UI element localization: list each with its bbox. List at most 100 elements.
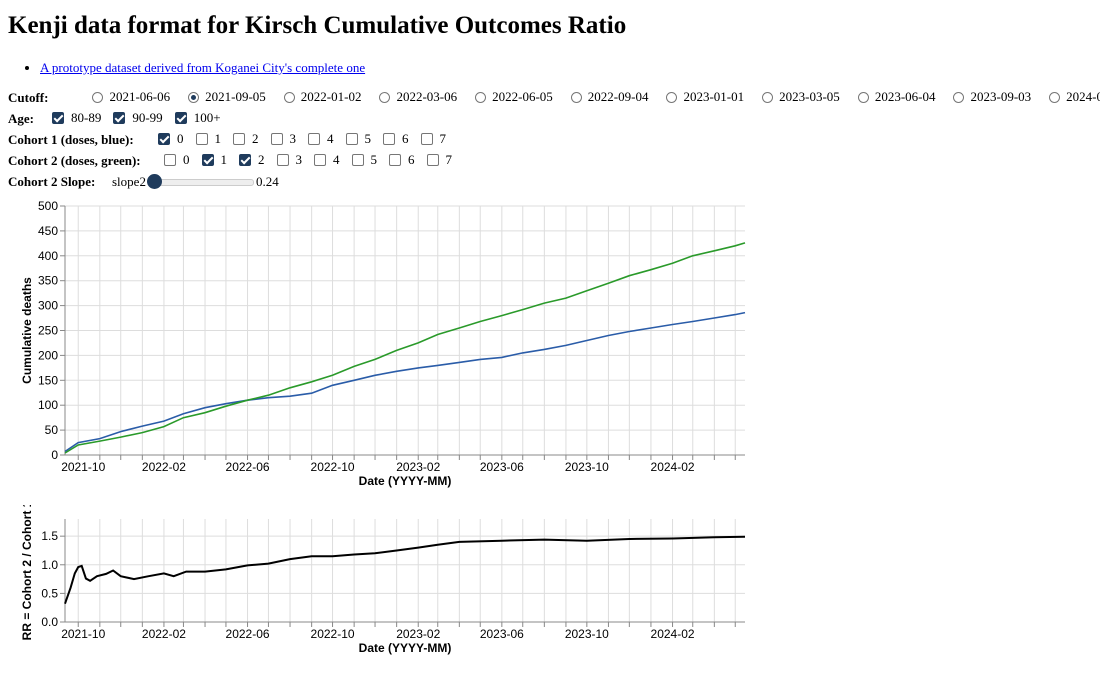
dose-label: 4 [333,152,340,167]
cohort2-dose-checkbox[interactable] [351,154,364,166]
cutoff-radio[interactable] [1049,91,1061,103]
cohort1-dose-checkbox[interactable] [345,133,358,145]
cohort1-dose-option[interactable]: 4 [300,131,334,147]
cohort2-dose-checkbox[interactable] [276,154,289,166]
cohort2-dose-checkbox[interactable] [314,154,326,166]
x-tick-label: 2022-02 [142,627,186,641]
cohort2-dose-option[interactable]: 7 [419,152,452,168]
cohort2-row: Cohort 2 (doses, green): 0 1 2 3 4 5 6 7 [8,152,456,170]
slider-thumb[interactable] [146,173,162,189]
cutoff-radio[interactable] [762,91,774,103]
y-tick-label: 1.0 [41,558,58,572]
cohort2-dose-checkbox[interactable] [164,154,176,166]
cutoff-option[interactable]: 2023-06-04 [844,89,935,105]
cohort1-dose-option[interactable]: 6 [375,131,409,147]
cutoff-option[interactable]: 2023-03-05 [748,89,840,105]
age-option[interactable]: 90-99 [105,110,163,126]
cohort1-dose-option[interactable]: 2 [225,131,259,147]
age-label: Age: [8,111,34,126]
cutoff-option[interactable]: 2021-09-05 [174,89,266,105]
cutoff-option[interactable]: 2022-09-04 [557,89,648,105]
cohort1-dose-checkbox[interactable] [195,133,208,145]
y-tick-label: 0.0 [41,615,58,629]
y-tick-label: 400 [38,249,58,263]
x-tick-label: 2021-10 [61,627,105,641]
cutoff-radio[interactable] [475,91,487,103]
cutoff-radio[interactable] [857,91,869,103]
dose-label: 5 [364,131,372,146]
age-row: Age: 80-89 90-99 100+ [8,110,225,128]
cutoff-radio[interactable] [379,91,391,103]
cutoff-radio[interactable] [953,91,965,103]
cohort2-dose-checkbox[interactable] [389,154,401,166]
y-tick-label: 350 [38,274,58,288]
cohort2-dose-option[interactable]: 1 [194,152,228,168]
cutoff-option[interactable]: 2022-03-06 [365,89,457,105]
cohort2-dose-checkbox[interactable] [239,154,251,166]
cutoff-option[interactable]: 2022-01-02 [270,89,361,105]
rr-chart: 0.0 0.5 1.0 1.5 2021-10 2022-02 2022-06 2022-10… [20,505,746,655]
y-axis-title: Cumulative deaths [20,277,34,384]
cohort2-dose-checkbox[interactable] [201,154,214,166]
y-tick-label: 0 [51,448,58,462]
cohort1-dose-checkbox[interactable] [270,133,283,145]
cohort2-dose-option[interactable]: 3 [269,152,302,168]
cutoff-option[interactable]: 2021-06-06 [78,89,170,105]
cohort2-dose-option[interactable]: 0 [156,152,190,168]
x-tick-label: 2022-10 [311,460,355,474]
cohort2-dose-option[interactable]: 6 [381,152,415,168]
y-tick-label: 500 [38,200,58,213]
cohort1-dose-option[interactable]: 1 [188,131,222,147]
age-checkbox[interactable] [113,112,126,124]
cutoff-radio[interactable] [92,91,104,103]
cohort1-dose-option[interactable]: 3 [263,131,296,147]
cutoff-radio[interactable] [666,91,678,103]
cohort2-dose-option[interactable]: 4 [306,152,340,168]
x-axis-title: Date (YYYY-MM) [359,641,452,655]
y-tick-label: 200 [38,348,58,362]
y-tick-label: 0.5 [41,586,58,600]
cohort1-dose-option[interactable]: 7 [413,131,446,147]
dataset-link[interactable]: A prototype dataset derived from Koganei… [40,60,366,75]
cutoff-option[interactable]: 2023-09-03 [939,89,1031,105]
age-checkbox[interactable] [174,112,187,124]
cohort1-dose-option[interactable]: 0 [150,131,184,147]
dose-label: 6 [402,131,409,146]
cohort2-dose-option[interactable]: 5 [344,152,377,168]
cutoff-option[interactable]: 2023-01-01 [652,89,744,105]
y-tick-label: 1.5 [41,529,58,543]
cutoff-option-label: 2023-01-01 [683,89,745,104]
cutoff-option-label: 2021-09-05 [205,89,266,104]
cohort2-dose-option[interactable]: 2 [231,152,265,168]
cohort1-dose-checkbox[interactable] [233,133,245,145]
cohort1-dose-checkbox[interactable] [308,133,320,145]
slope-slider[interactable] [146,173,254,189]
cohort1-dose-checkbox[interactable] [420,133,433,145]
cohort1-dose-checkbox[interactable] [158,133,170,145]
cutoff-radio[interactable] [570,91,582,103]
cutoff-option-label: 2023-09-03 [970,89,1032,104]
cohort2-dose-checkbox[interactable] [426,154,439,166]
dose-label: 6 [408,152,415,167]
cohort1-row: Cohort 1 (doses, blue): 0 1 2 3 4 5 6 7 [8,131,450,149]
cohort1-dose-checkbox[interactable] [383,133,395,145]
x-tick-label: 2024-02 [651,627,695,641]
y-axis-title: RR = Cohort 2 / Cohort 1 [20,505,34,640]
dose-label: 2 [258,152,265,167]
cutoff-option-label: 2024-01-07 [1066,89,1100,104]
age-option[interactable]: 100+ [167,110,221,126]
cohort1-dose-option[interactable]: 5 [338,131,372,147]
x-tick-label: 2022-10 [311,627,355,641]
cohort2-label: Cohort 2 (doses, green): [8,153,141,168]
age-option[interactable]: 80-89 [44,110,101,126]
dose-label: 1 [214,131,222,146]
cutoff-option[interactable]: 2022-06-05 [461,89,553,105]
x-tick-label: 2023-10 [565,627,609,641]
dose-label: 1 [220,152,228,167]
age-checkbox[interactable] [52,112,64,124]
cutoff-option[interactable]: 2024-01-07 [1035,89,1100,105]
y-tick-label: 100 [38,398,58,412]
cutoff-radio[interactable] [283,91,295,103]
x-tick-label: 2023-02 [396,627,440,641]
cutoff-radio[interactable] [188,91,200,103]
